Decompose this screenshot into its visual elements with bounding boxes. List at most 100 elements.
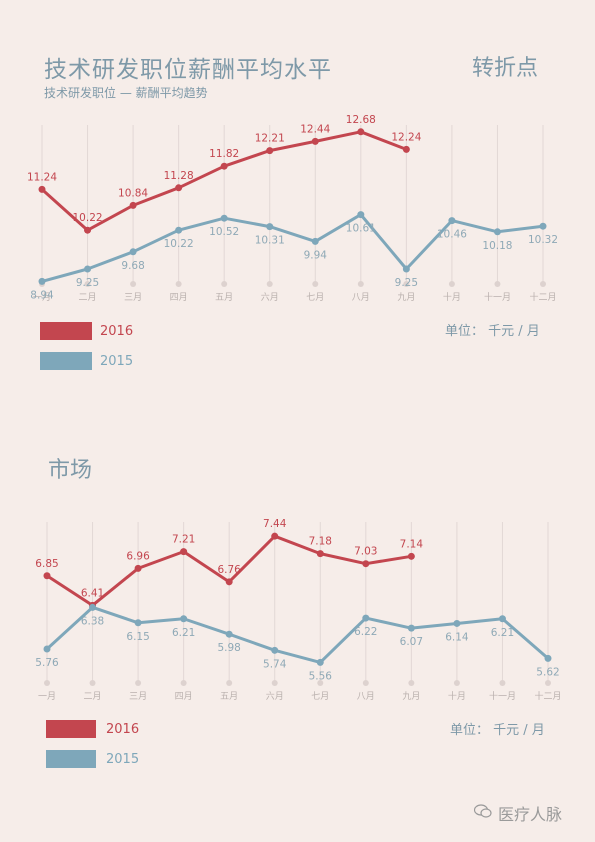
axis-tick-dot <box>266 281 273 287</box>
axis-tick-dot <box>448 281 455 287</box>
data-point-2016 <box>271 532 279 540</box>
axis-tick-dot <box>453 680 460 686</box>
data-point-2016 <box>311 137 319 145</box>
data-point-2016 <box>407 552 415 560</box>
legend1-label-2015: 2015 <box>100 354 134 369</box>
data-point-2016 <box>362 560 370 568</box>
data-label-2015: 6.38 <box>81 615 104 627</box>
axis-tick-dot <box>130 281 137 287</box>
data-label-2015: 6.21 <box>172 627 195 639</box>
x-tick-label: 七月 <box>306 292 324 303</box>
data-point-2016 <box>266 147 274 155</box>
data-label-2016: 11.82 <box>209 148 239 160</box>
data-label-2016: 12.68 <box>346 114 376 126</box>
x-tick-label: 七月 <box>311 691 329 702</box>
data-point-2015 <box>407 624 415 632</box>
data-point-2016 <box>129 201 137 209</box>
data-label-2015: 6.15 <box>126 631 149 643</box>
data-label-2016: 11.24 <box>27 171 57 183</box>
x-tick-label: 十二月 <box>534 690 561 702</box>
axis-tick-dot <box>357 281 364 287</box>
x-tick-label: 四月 <box>175 691 193 702</box>
data-label-2015: 9.68 <box>121 260 144 272</box>
turning-point-label: 转折点 <box>472 56 539 81</box>
data-label-2015: 10.18 <box>482 240 512 252</box>
data-point-2015 <box>448 217 456 225</box>
data-point-2016 <box>225 578 233 586</box>
data-label-2015: 10.61 <box>346 223 376 235</box>
x-tick-label: 二月 <box>79 292 97 303</box>
data-point-2015 <box>43 645 51 653</box>
data-point-2015 <box>453 619 461 627</box>
data-label-2015: 10.31 <box>255 235 285 247</box>
data-label-2016: 6.96 <box>126 550 150 562</box>
data-label-2016: 12.21 <box>255 133 285 145</box>
data-label-2015: 5.62 <box>536 666 559 678</box>
data-label-2016: 7.18 <box>309 536 332 548</box>
chart1-plot: 一月 二月 三月 四月 五月 六月 七月 八月 九月 十月 十一月 十二月 11.24 10.22 10.8… <box>27 114 558 303</box>
axis-tick-dot <box>221 281 228 287</box>
data-label-2016: 12.44 <box>300 123 330 135</box>
legend1-swatch-2016 <box>40 322 92 340</box>
data-point-2015 <box>402 265 410 273</box>
x-tick-label: 十一月 <box>484 291 511 303</box>
data-point-2016 <box>43 572 51 580</box>
wechat-icon <box>474 804 492 818</box>
data-point-2015 <box>271 646 279 654</box>
legend2-label-2016: 2016 <box>106 722 140 737</box>
x-tick-label: 八月 <box>357 691 375 702</box>
data-point-2015 <box>498 615 506 623</box>
axis-tick-dot <box>84 281 91 287</box>
data-point-2015 <box>134 619 142 627</box>
data-point-2015 <box>493 228 501 236</box>
data-label-2016: 7.21 <box>172 534 195 546</box>
watermark-text: 医疗人脉 <box>498 805 563 824</box>
chart1-unit-label: 单位： 千元 / 月 <box>445 324 540 339</box>
axis-tick-dot <box>180 680 187 686</box>
x-tick-label: 四月 <box>170 292 188 303</box>
data-point-2015 <box>362 614 370 622</box>
chart1-title: 技术研发职位薪酬平均水平 <box>44 57 332 83</box>
data-point-2015 <box>89 603 97 611</box>
data-point-2015 <box>38 277 46 285</box>
data-point-2015 <box>266 223 274 231</box>
axis-tick-dot <box>494 281 501 287</box>
x-tick-label: 十二月 <box>529 291 556 303</box>
data-label-2016: 7.03 <box>354 546 377 558</box>
x-tick-label: 一月 <box>38 691 56 702</box>
data-point-2015 <box>129 248 137 256</box>
data-label-2015: 5.56 <box>309 670 333 682</box>
data-point-2015 <box>180 615 188 623</box>
x-tick-label: 五月 <box>215 292 233 303</box>
data-label-2016: 12.24 <box>391 131 421 143</box>
data-label-2015: 6.22 <box>354 626 377 638</box>
data-point-2015 <box>220 214 228 222</box>
chart2-unit-label: 单位： 千元 / 月 <box>450 723 545 738</box>
axis-tick-dot <box>540 281 546 287</box>
axis-tick-dot <box>175 281 182 287</box>
legend1-swatch-2015 <box>40 352 92 370</box>
axis-tick-dot <box>89 680 96 686</box>
data-label-2016: 6.41 <box>81 587 104 599</box>
chart1-subtitle: 技术研发职位 — 薪酬平均趋势 <box>44 86 208 100</box>
data-point-2015 <box>544 654 552 662</box>
data-point-2016 <box>220 162 228 170</box>
axis-tick-dot <box>317 680 324 686</box>
data-point-2016 <box>357 128 365 136</box>
data-point-2015 <box>175 226 183 234</box>
legend2-swatch-2016 <box>46 720 96 738</box>
axis-tick-dot <box>362 680 369 686</box>
data-label-2016: 7.44 <box>263 518 287 530</box>
data-point-2016 <box>175 184 183 192</box>
x-tick-label: 十一月 <box>489 690 516 702</box>
data-point-2015 <box>225 630 233 638</box>
data-point-2016 <box>84 226 92 234</box>
data-label-2015: 10.22 <box>164 238 194 250</box>
legend2-swatch-2015 <box>46 750 96 768</box>
data-label-2015: 6.07 <box>400 636 423 648</box>
axis-tick-dot <box>545 680 551 686</box>
x-tick-label: 十月 <box>443 291 461 303</box>
data-label-2015: 8.94 <box>30 289 54 301</box>
x-tick-label: 六月 <box>266 690 284 702</box>
axis-tick-dot <box>44 680 50 686</box>
